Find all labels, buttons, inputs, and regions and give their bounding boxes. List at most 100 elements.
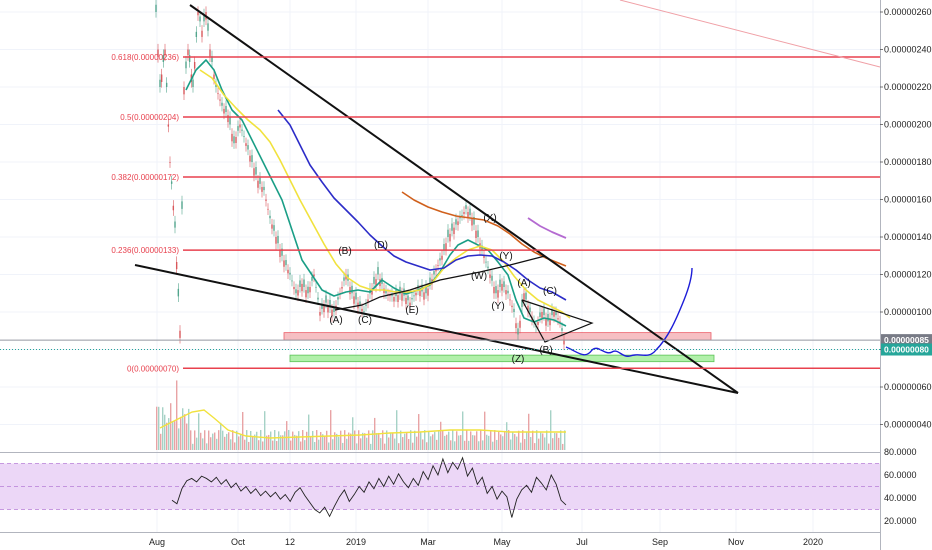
fibonacci-levels[interactable]: 0.618(0.00000236) 0.5(0.00000204) 0.382(0.… <box>0 0 881 373</box>
volume-bar <box>478 441 480 450</box>
candle-body <box>425 285 427 294</box>
candle-body <box>197 12 199 16</box>
volume-bar <box>338 436 340 450</box>
wave-label: (B) <box>539 345 552 356</box>
volume-bar <box>298 431 300 450</box>
wave-label: (A) <box>329 315 342 326</box>
candle-body <box>199 16 201 22</box>
candle-body <box>279 249 281 257</box>
volume-bar <box>460 435 462 450</box>
volume-bar <box>412 442 414 450</box>
candle-body <box>373 276 375 284</box>
candle-body <box>227 115 229 123</box>
volume-bar <box>182 408 184 450</box>
volume-bar <box>542 433 544 450</box>
rsi-tick-label: 20.0000 <box>884 516 917 526</box>
volume-bar <box>514 434 516 450</box>
candle-body <box>409 302 411 306</box>
volume-bar <box>488 435 490 450</box>
volume-bar <box>250 430 252 450</box>
moving-averages <box>185 59 571 327</box>
ma-orange-line <box>401 191 567 267</box>
candle-body <box>313 274 315 277</box>
candle-body <box>295 289 297 294</box>
volume-bar <box>444 435 446 450</box>
volume-bar <box>246 430 248 450</box>
volume-bar <box>534 443 536 450</box>
candle-body <box>181 201 183 209</box>
volume-bar <box>378 432 380 450</box>
support-zone <box>283 332 712 341</box>
trendline-drawings[interactable] <box>134 4 739 394</box>
candle-body <box>497 290 499 298</box>
candle-body <box>407 295 409 301</box>
candle-body <box>337 297 339 300</box>
volume-bar <box>318 439 320 450</box>
volume-bar <box>236 430 238 450</box>
candle-body <box>211 56 213 62</box>
volume-bar <box>394 438 396 450</box>
volume-bar <box>510 439 512 450</box>
candle-body <box>411 298 413 300</box>
volume-bar <box>326 430 328 450</box>
candle-body <box>237 126 239 131</box>
candle-body <box>439 258 441 261</box>
volume-bar <box>176 380 178 450</box>
candle-body <box>521 299 523 307</box>
wave-label: (W) <box>471 271 487 282</box>
volume-bar <box>170 403 172 450</box>
candle-body <box>445 243 447 250</box>
candle-body <box>483 255 485 258</box>
y-tick-label: 0.00000100 <box>884 307 932 317</box>
candle-body <box>193 62 196 69</box>
rsi-line <box>171 456 567 518</box>
candle-body <box>485 261 487 263</box>
volume-bar <box>372 430 374 450</box>
zone-rectangles <box>283 332 715 363</box>
volume-bar <box>166 422 168 450</box>
candle-body <box>239 124 241 128</box>
candle-body <box>159 79 161 87</box>
candle-body <box>255 167 257 175</box>
candle-body <box>507 290 509 294</box>
volume-bar <box>230 439 232 450</box>
candle-body <box>307 286 309 294</box>
candle-body <box>541 312 543 318</box>
volume-bar <box>530 437 532 450</box>
volume-bar <box>232 430 234 450</box>
volume-bar <box>366 437 368 450</box>
candle-body <box>231 133 233 142</box>
volume-bar <box>494 430 496 450</box>
fib-level-label: 0(0.00000070) <box>127 364 179 373</box>
candle-body <box>365 304 367 306</box>
candle-body <box>287 269 289 274</box>
volume-bar <box>264 411 266 450</box>
candle-body <box>353 296 355 304</box>
candle-body <box>333 306 335 312</box>
candle-body <box>265 199 267 201</box>
candle-body <box>467 212 469 218</box>
candle-body <box>343 277 345 281</box>
volume-bar <box>532 430 534 450</box>
candle-body <box>341 287 343 289</box>
volume-bar <box>322 434 324 450</box>
volume-bar <box>278 431 280 450</box>
candle-body <box>401 293 403 301</box>
candle-body <box>281 248 283 256</box>
candle-body <box>157 49 159 57</box>
volume-bar <box>526 432 528 450</box>
volume-bar <box>240 434 242 450</box>
volume-bar <box>290 440 292 450</box>
candle-body <box>515 323 517 329</box>
volume-bar <box>438 430 440 450</box>
candle-body <box>319 312 321 316</box>
volume-bar <box>288 430 290 450</box>
x-tick-label: 12 <box>285 537 295 547</box>
y-tick-label: 0.00000040 <box>884 420 932 430</box>
volume-bar <box>468 440 470 450</box>
volume-bar <box>220 422 222 450</box>
candle-body <box>331 309 333 317</box>
volume-bar <box>552 438 554 450</box>
volume-bar <box>458 435 460 450</box>
